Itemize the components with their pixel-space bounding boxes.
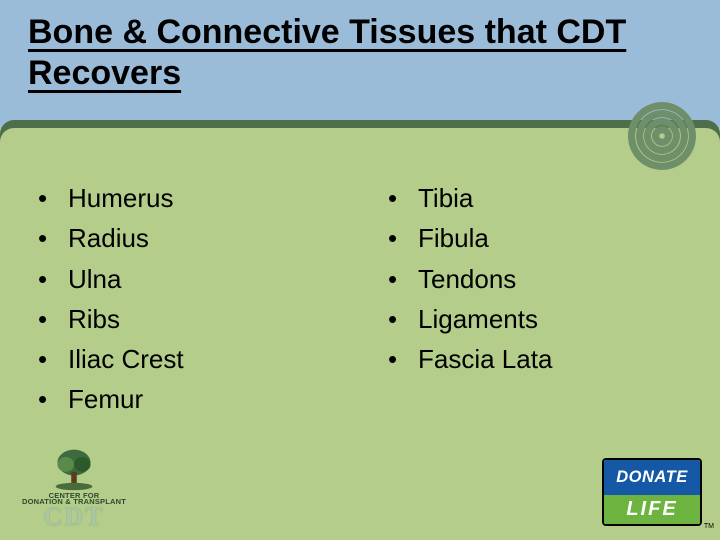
trademark-symbol: TM xyxy=(704,523,714,530)
list-item-label: Radius xyxy=(68,218,149,258)
list-item-label: Tendons xyxy=(418,259,516,299)
slide: Bone & Connective Tissues that CDT Recov… xyxy=(0,0,720,540)
list-item: •Ulna xyxy=(34,259,364,299)
bullet-icon: • xyxy=(34,259,68,299)
ribbon-light xyxy=(0,128,720,150)
bullet-icon: • xyxy=(384,218,418,258)
bullet-icon: • xyxy=(34,339,68,379)
list-item-label: Iliac Crest xyxy=(68,339,184,379)
bullet-column-2: •Tibia •Fibula •Tendons •Ligaments •Fasc… xyxy=(384,178,704,420)
bullet-icon: • xyxy=(384,259,418,299)
list-item: •Fibula xyxy=(384,218,704,258)
list-item: •Tendons xyxy=(384,259,704,299)
list-item: •Fascia Lata xyxy=(384,339,704,379)
list-item-label: Tibia xyxy=(418,178,473,218)
list-item-label: Ribs xyxy=(68,299,120,339)
bullet-icon: • xyxy=(384,299,418,339)
cdt-acronym: CDT xyxy=(14,502,134,532)
bullet-icon: • xyxy=(384,178,418,218)
list-item: •Humerus xyxy=(34,178,364,218)
list-item-label: Humerus xyxy=(68,178,173,218)
spiral-icon xyxy=(622,96,702,176)
list-item-label: Ligaments xyxy=(418,299,538,339)
bullet-icon: • xyxy=(34,299,68,339)
donate-life-top: DONATE xyxy=(604,460,700,495)
donate-life-logo: DONATE LIFE xyxy=(602,458,702,526)
bullet-icon: • xyxy=(384,339,418,379)
list-item: •Ligaments xyxy=(384,299,704,339)
list-item: •Radius xyxy=(34,218,364,258)
list-item-label: Ulna xyxy=(68,259,121,299)
list-item-label: Fascia Lata xyxy=(418,339,552,379)
content-area: •Humerus •Radius •Ulna •Ribs •Iliac Cres… xyxy=(0,178,720,420)
list-item: •Iliac Crest xyxy=(34,339,364,379)
list-item: •Ribs xyxy=(34,299,364,339)
list-item-label: Femur xyxy=(68,379,143,419)
cdt-badge: CENTER FOR DONATION & TRANSPLANT CDT xyxy=(14,446,134,532)
cdt-logo: CENTER FOR DONATION & TRANSPLANT CDT xyxy=(14,446,154,532)
bullet-column-1: •Humerus •Radius •Ulna •Ribs •Iliac Cres… xyxy=(34,178,364,420)
tree-icon xyxy=(51,446,97,492)
divider-ribbon xyxy=(0,120,720,150)
slide-title: Bone & Connective Tissues that CDT Recov… xyxy=(28,12,668,94)
list-item: •Tibia xyxy=(384,178,704,218)
bullet-icon: • xyxy=(34,178,68,218)
list-item: •Femur xyxy=(34,379,364,419)
bullet-icon: • xyxy=(34,218,68,258)
list-item-label: Fibula xyxy=(418,218,489,258)
donate-life-bottom: LIFE xyxy=(604,495,700,524)
bullet-icon: • xyxy=(34,379,68,419)
